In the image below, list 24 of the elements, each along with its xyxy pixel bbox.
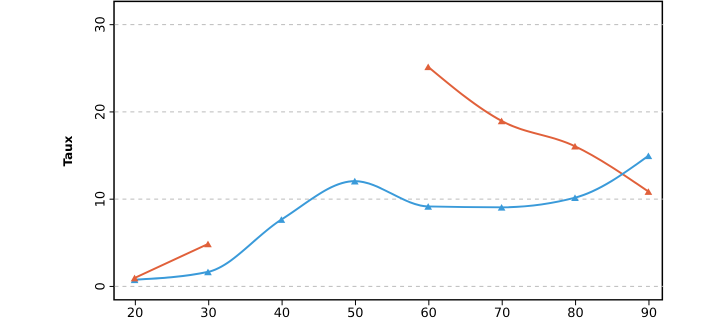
point — [644, 188, 652, 195]
x-tick-label: 30 — [200, 306, 217, 322]
point — [644, 152, 652, 160]
y-axis-title: Taux — [60, 135, 75, 166]
x-tick-label: 20 — [126, 306, 144, 322]
x-tick-label: 50 — [347, 306, 364, 322]
x-tick-label: 70 — [494, 306, 510, 322]
point — [498, 118, 506, 124]
point — [350, 178, 359, 184]
x-tick-label: 60 — [420, 306, 437, 322]
x-tick-label: 40 — [274, 306, 290, 322]
point — [498, 204, 506, 211]
y-tick-label: 0 — [94, 282, 109, 290]
x-tick-label: 90 — [640, 306, 658, 322]
x-tick-label: 80 — [567, 306, 584, 322]
point — [278, 216, 286, 223]
point — [424, 203, 432, 210]
point — [571, 142, 579, 150]
point — [204, 268, 212, 276]
y-tick-label: 30 — [94, 16, 109, 33]
point — [571, 194, 579, 202]
y-tick-label: 10 — [94, 190, 109, 208]
point — [204, 240, 212, 248]
y-tick-label: 20 — [94, 104, 109, 120]
